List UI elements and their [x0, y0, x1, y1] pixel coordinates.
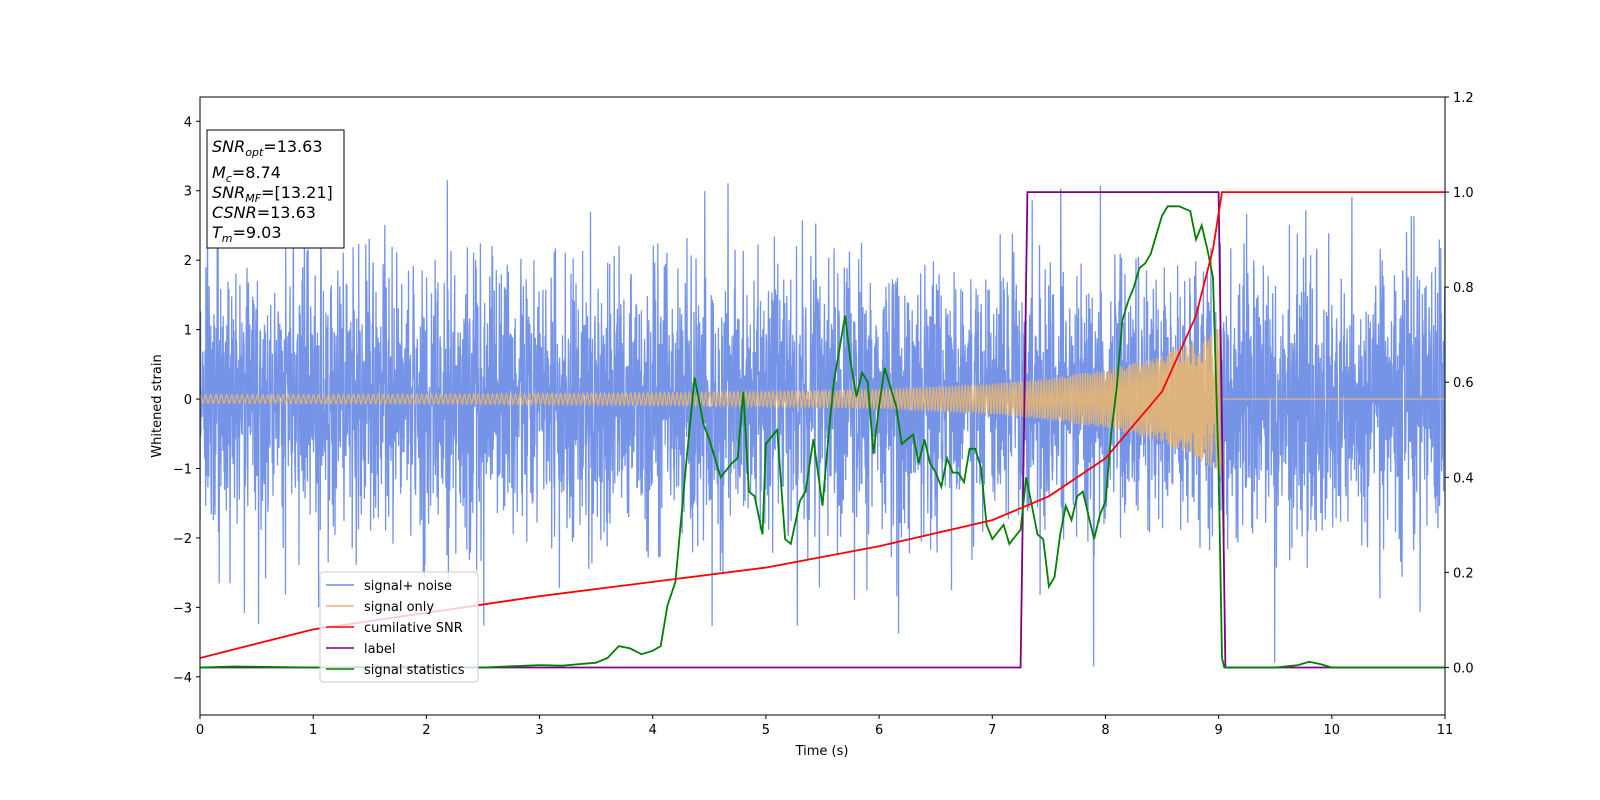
- x-tick-label: 2: [422, 723, 430, 738]
- legend-label-label: label: [364, 642, 395, 657]
- y2-tick-label: 1.0: [1453, 186, 1474, 201]
- y-tick-label: 2: [184, 254, 192, 269]
- y-axis-label: Whitened strain: [150, 354, 165, 457]
- y2-tick-label: 0.4: [1453, 471, 1474, 486]
- tm-text: Tm=9.03: [212, 223, 282, 245]
- y-tick-label: −2: [173, 532, 192, 547]
- series-signal-statistics: [200, 205, 1445, 669]
- x-tick-label: 6: [875, 723, 883, 738]
- x-tick-label: 5: [762, 723, 770, 738]
- y2-tick-label: 0.2: [1453, 566, 1474, 581]
- y-tick-label: 1: [184, 324, 192, 339]
- legend-item-csnr: cumilative SNR: [326, 621, 463, 636]
- mc-text: Mc=8.74: [212, 163, 281, 185]
- legend-label-stats: signal statistics: [364, 663, 465, 678]
- csnr-text: CSNR=13.63: [212, 203, 316, 222]
- info-box-frame: [206, 129, 345, 249]
- x-tick-label: 0: [196, 723, 204, 738]
- legend-frame: [319, 571, 479, 683]
- y-axis-left: 4 3 2 1 0 −1 −2 −3 −4: [173, 115, 200, 686]
- y-tick-label: −4: [173, 671, 192, 686]
- legend-label-noise: signal+ noise: [364, 579, 452, 594]
- series-signal-noise: [200, 163, 1445, 667]
- snr-opt-text: SNRopt=13.63: [212, 137, 323, 159]
- y-tick-label: 4: [184, 115, 192, 130]
- y-tick-label: 3: [184, 185, 192, 200]
- x-tick-label: 10: [1324, 723, 1341, 738]
- info-box: SNRopt=13.63 Mc=8.74 SNRMF=[13.21] CSNR=…: [206, 129, 345, 249]
- x-tick-label: 8: [1101, 723, 1109, 738]
- legend-item-noise: signal+ noise: [326, 579, 452, 594]
- y2-tick-label: 0.6: [1453, 376, 1474, 391]
- series-signal-only: [200, 329, 1445, 476]
- plot-area: [200, 163, 1445, 669]
- legend-item-label: label: [326, 642, 395, 657]
- x-axis-label: Time (s): [795, 744, 849, 759]
- snr-mf-text: SNRMF=[13.21]: [212, 183, 333, 205]
- legend: signal+ noise signal only cumilative SNR…: [319, 571, 479, 683]
- y2-tick-label: 0.0: [1453, 661, 1474, 676]
- legend-item-signal: signal only: [326, 600, 434, 615]
- x-axis: 0 1 2 3 4 5 6 7 8 9 10 11: [196, 715, 1453, 738]
- x-tick-label: 1: [309, 723, 317, 738]
- y-tick-label: −3: [173, 601, 192, 616]
- x-tick-label: 7: [988, 723, 996, 738]
- y2-tick-label: 0.8: [1453, 281, 1474, 296]
- series-cumulative-snr: [200, 191, 1445, 659]
- axes-frame: [199, 96, 1446, 716]
- x-tick-label: 11: [1437, 723, 1454, 738]
- legend-label-signal: signal only: [364, 600, 434, 615]
- x-tick-label: 4: [649, 723, 657, 738]
- x-tick-label: 3: [535, 723, 543, 738]
- legend-label-csnr: cumilative SNR: [364, 621, 463, 636]
- x-tick-label: 9: [1214, 723, 1222, 738]
- y-tick-label: 0: [184, 393, 192, 408]
- y-tick-label: −1: [173, 462, 192, 477]
- legend-item-stats: signal statistics: [326, 663, 465, 678]
- y-axis-right: 1.2 1.0 0.8 0.6 0.4 0.2 0.0: [1445, 91, 1474, 676]
- y2-tick-label: 1.2: [1453, 91, 1474, 106]
